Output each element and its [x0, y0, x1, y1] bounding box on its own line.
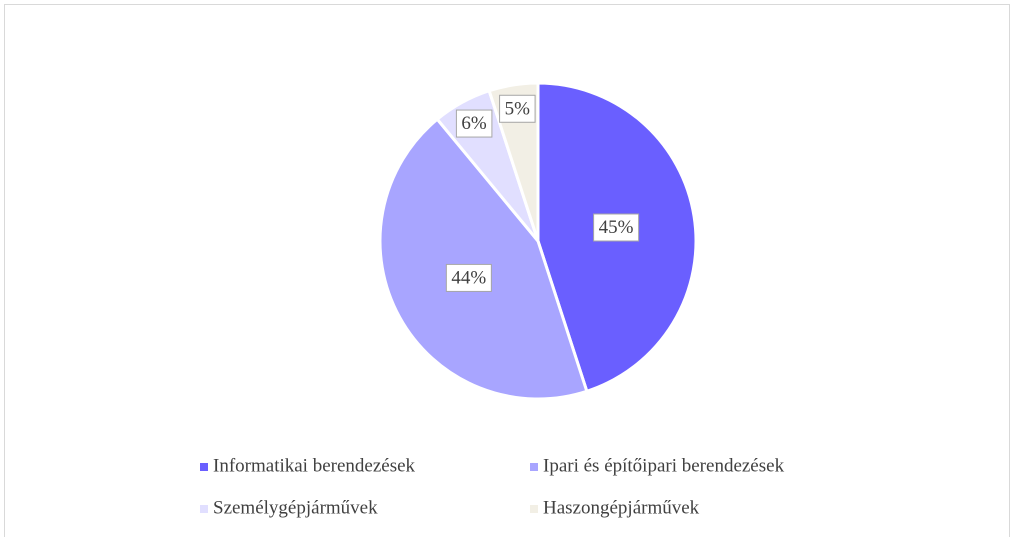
data-label-box: [455, 109, 493, 138]
pie-slice: [378, 117, 589, 401]
legend-label: Haszongépjárművek: [543, 497, 700, 518]
data-label: 45%: [599, 217, 634, 238]
data-label-box: [445, 263, 492, 292]
legend-label: Informatikai berendezések: [213, 455, 416, 476]
legend-swatch: [530, 463, 538, 471]
data-label-box: [593, 213, 640, 242]
legend-swatch: [200, 505, 208, 513]
legend-label: Személygépjárművek: [213, 497, 378, 518]
data-label: 44%: [451, 267, 486, 288]
data-label-box: [499, 94, 536, 123]
legend-swatch: [530, 505, 538, 513]
data-label: 6%: [461, 113, 487, 134]
legend-swatch: [200, 463, 208, 471]
legend-label: Ipari és építőipari berendezések: [543, 455, 785, 476]
data-label: 5%: [505, 98, 531, 119]
